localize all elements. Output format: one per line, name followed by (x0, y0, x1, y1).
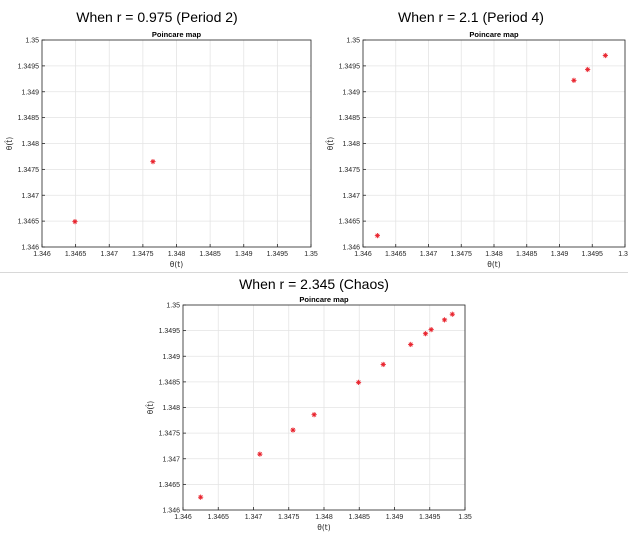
x-tick-label: 1.3495 (419, 514, 441, 521)
y-tick-label: 1.349 (342, 89, 360, 96)
data-point (602, 52, 608, 59)
data-point (408, 341, 414, 348)
x-tick-label: 1.348 (315, 514, 333, 521)
data-point (441, 317, 448, 323)
data-point (290, 427, 296, 433)
y-tick-label: 1.348 (21, 141, 39, 148)
data-point (198, 494, 204, 500)
x-tick-label: 1.3475 (451, 251, 473, 258)
x-axis-label: θ(t) (317, 523, 330, 532)
panel-title: When r = 2.345 (Chaos) (239, 276, 389, 292)
y-tick-label: 1.35 (166, 303, 180, 310)
y-tick-label: 1.3475 (339, 167, 361, 174)
y-tick-label: 1.3475 (18, 167, 40, 174)
x-axis-label: θ(t) (487, 260, 500, 269)
x-tick-label: 1.349 (386, 514, 404, 521)
y-tick-label: 1.348 (162, 405, 180, 412)
x-tick-label: 1.346 (354, 251, 372, 258)
data-point (422, 331, 429, 337)
x-tick-label: 1.348 (168, 251, 186, 258)
chart-panel-period-4: When r = 2.1 (Period 4) 1.346 1.3465 1.347… (314, 0, 628, 274)
chart-title: Poincare map (152, 30, 202, 39)
data-point (449, 311, 455, 317)
chart-panel-chaos: When r = 2.345 (Chaos) 1.346 1.3465 1.347 1… (146, 274, 472, 538)
data-point (257, 451, 263, 457)
x-axis-label: θ(t) (170, 260, 183, 269)
x-tick-label: 1.35 (458, 514, 472, 521)
x-tick-label: 1.3485 (516, 251, 538, 258)
x-tick-label: 1.3495 (267, 251, 289, 258)
y-axis-label: θ(t̂) (5, 137, 14, 150)
y-tick-label: 1.3485 (159, 379, 181, 386)
x-tick-label: 1.346 (33, 251, 51, 258)
x-tick-label: 1.349 (551, 251, 569, 258)
x-tick-label: 1.3485 (199, 251, 221, 258)
chart-panel-period-2: When r = 0.975 (Period 2) 1.346 1.3465 1.3… (0, 0, 318, 274)
y-tick-label: 1.348 (342, 141, 360, 148)
y-tick-label: 1.349 (21, 89, 39, 96)
x-tick-label: 1.347 (245, 514, 263, 521)
y-tick-label: 1.346 (162, 508, 180, 515)
y-tick-label: 1.349 (162, 354, 180, 361)
data-point (585, 66, 591, 73)
data-point (374, 233, 381, 239)
x-tick-label: 1.348 (485, 251, 503, 258)
x-tick-label: 1.3465 (65, 251, 87, 258)
data-point (428, 327, 434, 333)
x-tick-label: 1.349 (235, 251, 253, 258)
y-axis-label: θ(t̂) (146, 401, 155, 414)
chart-title: Poincare map (299, 295, 349, 304)
y-tick-label: 1.3495 (159, 328, 181, 335)
y-tick-label: 1.3495 (339, 63, 361, 70)
x-tick-label: 1.346 (174, 514, 192, 521)
y-tick-label: 1.3485 (339, 115, 361, 122)
data-point (571, 77, 577, 83)
y-tick-label: 1.35 (346, 38, 360, 45)
y-tick-label: 1.346 (342, 245, 360, 252)
poincare-plot: 1.346 1.3465 1.347 1.3475 1.348 1.3485 1.349 1.… (5, 30, 318, 269)
data-point (150, 159, 156, 165)
x-tick-label: 1.3485 (349, 514, 371, 521)
y-tick-label: 1.3465 (339, 219, 361, 226)
y-tick-label: 1.3475 (159, 431, 181, 438)
y-tick-label: 1.35 (25, 38, 39, 45)
x-tick-label: 1.3465 (208, 514, 230, 521)
y-axis-label: θ(t̂) (326, 137, 335, 150)
data-point (311, 412, 317, 418)
y-tick-label: 1.347 (162, 456, 180, 463)
x-tick-label: 1.3465 (385, 251, 407, 258)
poincare-plot: 1.346 1.3465 1.347 1.3475 1.348 1.3485 1.349 1.… (146, 295, 472, 532)
panel-title: When r = 0.975 (Period 2) (76, 9, 238, 25)
y-tick-label: 1.3495 (18, 63, 40, 70)
panel-divider (0, 272, 628, 273)
chart-title: Poincare map (469, 30, 519, 39)
y-tick-label: 1.3465 (159, 482, 181, 489)
y-tick-label: 1.3485 (18, 115, 40, 122)
x-tick-label: 1.35 (304, 251, 318, 258)
data-point (355, 379, 362, 385)
y-tick-label: 1.3465 (18, 219, 40, 226)
panel-title: When r = 2.1 (Period 4) (398, 9, 544, 25)
x-tick-label: 1.3495 (582, 251, 604, 258)
y-tick-label: 1.346 (21, 245, 39, 252)
y-tick-label: 1.347 (21, 193, 39, 200)
data-point (380, 361, 386, 368)
x-tick-label: 1.3475 (132, 251, 154, 258)
data-point (72, 219, 78, 225)
poincare-plot: 1.346 1.3465 1.347 1.3475 1.348 1.3485 1.349 1.… (326, 30, 628, 269)
x-tick-label: 1.3475 (278, 514, 300, 521)
y-tick-label: 1.347 (342, 193, 360, 200)
x-tick-label: 1.35 (618, 251, 628, 258)
x-tick-label: 1.347 (100, 251, 118, 258)
x-tick-label: 1.347 (420, 251, 438, 258)
